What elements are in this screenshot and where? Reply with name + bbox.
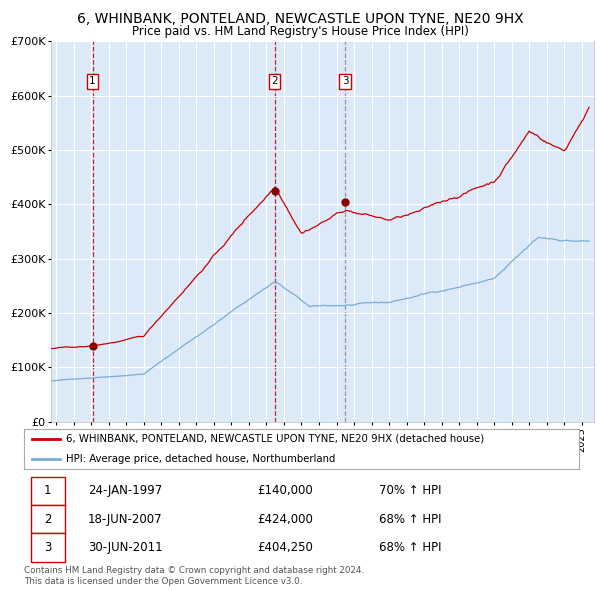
FancyBboxPatch shape (31, 505, 65, 533)
Text: Price paid vs. HM Land Registry's House Price Index (HPI): Price paid vs. HM Land Registry's House … (131, 25, 469, 38)
FancyBboxPatch shape (31, 533, 65, 562)
FancyBboxPatch shape (31, 477, 65, 505)
Text: 3: 3 (44, 541, 52, 554)
Text: HPI: Average price, detached house, Northumberland: HPI: Average price, detached house, Nort… (65, 454, 335, 464)
Text: 18-JUN-2007: 18-JUN-2007 (88, 513, 163, 526)
Text: 70% ↑ HPI: 70% ↑ HPI (379, 484, 442, 497)
Text: 30-JUN-2011: 30-JUN-2011 (88, 541, 163, 554)
Text: 2: 2 (271, 76, 278, 86)
Text: 3: 3 (342, 76, 349, 86)
Text: £424,000: £424,000 (257, 513, 313, 526)
Text: 68% ↑ HPI: 68% ↑ HPI (379, 513, 442, 526)
Text: 24-JAN-1997: 24-JAN-1997 (88, 484, 162, 497)
Text: Contains HM Land Registry data © Crown copyright and database right 2024.
This d: Contains HM Land Registry data © Crown c… (24, 566, 364, 586)
Text: £140,000: £140,000 (257, 484, 313, 497)
Text: 6, WHINBANK, PONTELAND, NEWCASTLE UPON TYNE, NE20 9HX: 6, WHINBANK, PONTELAND, NEWCASTLE UPON T… (77, 12, 523, 26)
Text: £404,250: £404,250 (257, 541, 313, 554)
Text: 1: 1 (89, 76, 96, 86)
Text: 2: 2 (44, 513, 52, 526)
Text: 6, WHINBANK, PONTELAND, NEWCASTLE UPON TYNE, NE20 9HX (detached house): 6, WHINBANK, PONTELAND, NEWCASTLE UPON T… (65, 434, 484, 444)
Text: 68% ↑ HPI: 68% ↑ HPI (379, 541, 442, 554)
Text: 1: 1 (44, 484, 52, 497)
